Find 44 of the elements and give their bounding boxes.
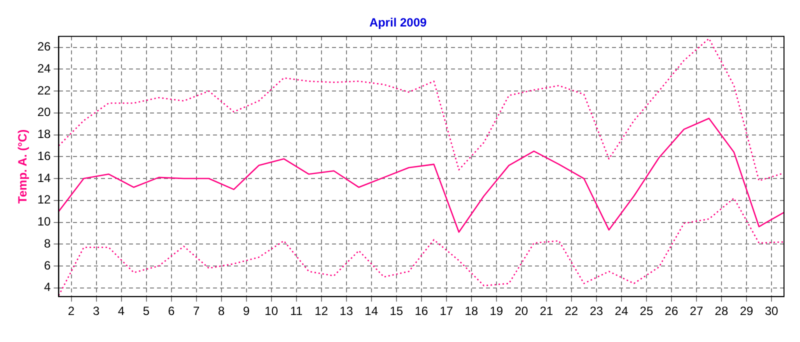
x-tick-label: 22 xyxy=(564,304,578,318)
y-tick-label: 14 xyxy=(37,170,52,185)
x-tick-label: 23 xyxy=(590,304,604,318)
y-tick-label: 6 xyxy=(44,258,52,272)
x-tick-label: 27 xyxy=(690,304,704,318)
x-tick-label: 18 xyxy=(464,304,478,318)
x-tick-label: 26 xyxy=(664,304,678,318)
y-tick-label: 10 xyxy=(37,214,52,229)
y-tick-label: 18 xyxy=(37,127,52,142)
x-tick-label: 21 xyxy=(540,304,554,318)
x-tick-label: 15 xyxy=(390,304,404,318)
x-tick-label: 11 xyxy=(290,304,303,318)
chart-title: April 2009 xyxy=(369,16,427,30)
y-tick-label: 26 xyxy=(37,40,52,54)
x-tick-label: 29 xyxy=(740,304,754,318)
x-tick-label: 24 xyxy=(614,304,628,318)
x-tick-label: 14 xyxy=(364,304,378,318)
x-tick-label: 12 xyxy=(314,304,328,318)
x-tick-label: 20 xyxy=(514,304,528,318)
x-tick-label: 5 xyxy=(142,304,150,318)
x-tick-label: 16 xyxy=(414,304,428,318)
x-tick-label: 30 xyxy=(764,304,778,318)
x-tick-label: 10 xyxy=(264,304,278,318)
y-tick-label: 4 xyxy=(44,280,52,294)
x-tick-label: 17 xyxy=(440,304,454,318)
y-tick-label: 20 xyxy=(37,105,52,120)
y-tick-label: 8 xyxy=(44,236,52,250)
y-tick-label: 22 xyxy=(37,83,52,98)
x-tick-label: 9 xyxy=(242,304,250,318)
x-tick-label: 25 xyxy=(640,304,654,318)
x-tick-label: 3 xyxy=(92,304,100,318)
x-tick-label: 19 xyxy=(490,304,504,318)
x-tick-label: 4 xyxy=(118,304,125,318)
x-tick-label: 28 xyxy=(714,304,728,318)
y-tick-label: 24 xyxy=(37,62,52,76)
y-axis-title: Temp. A. (°C) xyxy=(16,129,30,204)
y-tick-label: 16 xyxy=(37,148,52,163)
x-tick-label: 13 xyxy=(340,304,354,318)
x-tick-label: 8 xyxy=(218,304,225,318)
x-tick-label: 7 xyxy=(192,304,200,318)
y-tick-label: 12 xyxy=(37,192,52,207)
x-tick-label: 2 xyxy=(68,304,75,318)
x-tick-label: 6 xyxy=(168,304,175,318)
line-series xyxy=(58,38,784,182)
